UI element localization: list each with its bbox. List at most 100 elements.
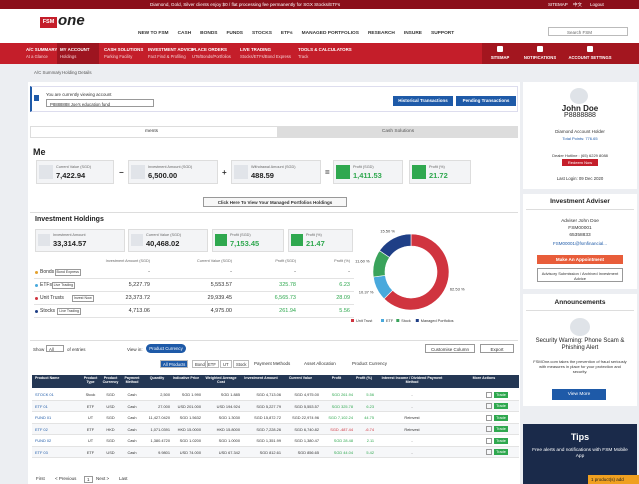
product-link[interactable]: ETF 03: [35, 449, 48, 455]
holdings-column: Investment Amount (SGD): [105, 259, 150, 263]
subnav-sub[interactable]: Track: [298, 54, 309, 59]
row-bullet: [35, 270, 38, 274]
holding-value: 4,975.00: [210, 308, 232, 314]
subnav-right-item[interactable]: SITEMAP: [490, 55, 510, 60]
card-value: 7,153.45: [230, 239, 260, 248]
more-icon: [486, 403, 492, 409]
show-select[interactable]: All: [46, 345, 64, 352]
header-button[interactable]: Historical Transactions: [393, 96, 453, 106]
subnav-title[interactable]: LIVE TRADING: [240, 47, 271, 52]
holding-tag[interactable]: Live Trading: [51, 281, 76, 289]
table-cell: USD: [106, 449, 115, 455]
nav-item[interactable]: CASH: [177, 31, 192, 36]
redeem-button[interactable]: Redeem Now: [562, 159, 598, 166]
banner-link[interactable]: 中文: [573, 1, 582, 7]
trade-button[interactable]: Trade: [494, 437, 508, 444]
holding-value: 4,713.06: [128, 308, 150, 314]
more-icon: [486, 414, 492, 421]
table-cell: 44.75: [364, 415, 374, 420]
subnav-sub[interactable]: Parking Facility: [104, 54, 133, 59]
table-cell: 2.11: [366, 438, 374, 443]
page-link[interactable]: First: [36, 476, 45, 481]
subnav-title[interactable]: PLACE ORDERS: [192, 47, 227, 52]
page-link[interactable]: 1: [84, 476, 93, 483]
page-link[interactable]: Last: [119, 476, 128, 481]
nav-item[interactable]: INSURE: [403, 31, 422, 36]
nav-item[interactable]: BONDS: [200, 31, 218, 36]
nav-item[interactable]: STOCKS: [252, 31, 272, 36]
tab[interactable]: Cash Solutions: [278, 126, 518, 138]
filter-tab[interactable]: Bond: [192, 360, 208, 368]
subnav-sub[interactable]: Holdings: [60, 54, 77, 59]
subnav-sub[interactable]: UTs/Bonds/Portfolios: [192, 54, 231, 59]
product-link[interactable]: FUND 01: [35, 415, 52, 420]
subnav-title[interactable]: MY ACCOUNT: [60, 47, 90, 52]
trade-button[interactable]: Trade: [494, 449, 508, 455]
nav-item[interactable]: MANAGED PORTFOLIOS: [301, 31, 359, 36]
filter-tab[interactable]: UT: [220, 360, 232, 368]
breadcrumb[interactable]: A/C Summary: [34, 70, 62, 75]
filter-dropdown[interactable]: Payment Methods: [254, 361, 291, 366]
account-select[interactable]: P8888888 Joe's education fund: [46, 99, 154, 107]
export-button[interactable]: Export: [480, 344, 514, 353]
archive-button[interactable]: Advisory Submission / Archived Investmen…: [537, 268, 623, 282]
subnav-title[interactable]: INVESTMENT ADVICE: [148, 47, 194, 52]
view-more-button[interactable]: View More: [552, 389, 606, 400]
card-value: 21.72: [429, 171, 448, 180]
subnav-sub[interactable]: Stocks/ETFs/Bond Express: [240, 54, 291, 59]
subnav-right-item[interactable]: NOTIFICATIONS: [523, 55, 557, 60]
trade-button[interactable]: Trade: [494, 414, 508, 421]
table-cell: SGD 44.04: [333, 449, 353, 455]
nav-item[interactable]: SUPPORT: [431, 31, 455, 36]
subnav-sub[interactable]: Fact Find & Profiling: [148, 54, 186, 59]
nav-item[interactable]: FUNDS: [226, 31, 244, 36]
filter-tab[interactable]: Stock: [233, 360, 250, 368]
holding-tag[interactable]: Live Trading: [57, 307, 81, 315]
trade-button[interactable]: Trade: [494, 426, 508, 432]
subnav-sub[interactable]: At a Glance: [26, 54, 48, 59]
table-row: [32, 423, 519, 435]
banner-link[interactable]: SITEMAP: [548, 1, 568, 7]
tips-text: Free alerts and notifications with FSM M…: [532, 448, 628, 459]
subnav-title[interactable]: A/C SUMMARY: [26, 47, 58, 52]
card-label: Withdrawal Amount (SGD): [251, 165, 296, 169]
holding-tag[interactable]: Bond Express: [54, 268, 81, 276]
subnav-right-item[interactable]: ACCOUNT SETTINGS: [568, 55, 612, 60]
table-row: [32, 412, 519, 424]
product-badge[interactable]: 1 product(s) add: [588, 475, 639, 484]
search-box[interactable]: Search FSM: [548, 27, 628, 36]
table-cell: SGD: [106, 438, 115, 443]
page-link[interactable]: < Previous: [55, 476, 77, 481]
filter-dropdown[interactable]: Product Currency: [352, 361, 388, 366]
nav-item[interactable]: RESEARCH: [367, 31, 395, 36]
nav-item[interactable]: ETFs: [280, 31, 293, 36]
product-link[interactable]: STOCK 01: [35, 392, 54, 397]
product-link[interactable]: ETF 01: [35, 403, 48, 409]
trade-button[interactable]: Trade: [494, 403, 508, 409]
header-button[interactable]: Pending Transactions: [456, 96, 516, 106]
portfolio-button[interactable]: Click Here To View Your Managed Portfoli…: [203, 197, 347, 207]
holding-value: 5.56: [339, 308, 350, 314]
filter-tab[interactable]: All Products: [160, 360, 189, 368]
trade-button[interactable]: Trade: [494, 391, 508, 398]
nav-item[interactable]: NEW TO FSM: [138, 31, 169, 36]
filter-tab[interactable]: ETF: [205, 360, 219, 368]
filter-dropdown[interactable]: Asset Allocation: [304, 361, 336, 366]
appointment-button[interactable]: Make An Appointment: [537, 255, 623, 264]
holding-tag[interactable]: Invest Now: [71, 294, 94, 302]
tab[interactable]: ments: [145, 129, 159, 134]
currency-toggle[interactable]: Product Currency: [146, 344, 186, 353]
customise-button[interactable]: Customise Column: [425, 344, 475, 353]
subnav-title[interactable]: CASH SOLUTIONS: [104, 47, 144, 52]
adviser-email[interactable]: FSM00001@fsmfinancial...: [552, 241, 608, 246]
banner-link[interactable]: Logout: [590, 1, 604, 7]
holdings-column: Current Value (SGD): [197, 259, 232, 263]
table-cell: Cash: [127, 415, 137, 420]
product-link[interactable]: FUND 02: [35, 438, 52, 443]
product-link[interactable]: ETF 02: [35, 426, 48, 432]
subnav-title[interactable]: TOOLS & CALCULATORS: [298, 47, 352, 52]
page-link[interactable]: Next >: [96, 476, 110, 481]
card-value: 40,468.02: [146, 239, 180, 248]
row-bullet: [35, 296, 38, 300]
allocation-chart: 62.53 % 10.37 % 11.60 % 15.50 % Unit Trust ET…: [351, 228, 465, 323]
